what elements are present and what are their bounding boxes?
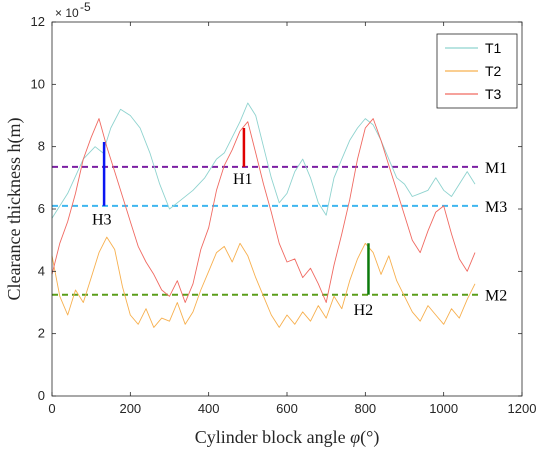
annotation-label-h2: H2 <box>354 302 374 319</box>
y-tick-label: 4 <box>38 263 45 278</box>
x-tick-label: 200 <box>119 401 141 416</box>
reference-label-m3: M3 <box>485 199 507 216</box>
x-tick-label: 800 <box>354 401 376 416</box>
annotation-label-h3: H3 <box>92 212 112 229</box>
y-axis-ticks: 0 2 4 6 8 10 12 <box>31 14 522 403</box>
legend: T1 T2 T3 <box>436 33 518 109</box>
x-axis-label-symbol: φ <box>350 427 360 447</box>
series-line-t3 <box>51 118 476 303</box>
x-tick-label: 0 <box>48 401 55 416</box>
y-exponent-power: -5 <box>80 0 91 14</box>
x-axis-ticks: 0 200 400 600 800 1000 1200 <box>48 22 536 416</box>
y-axis-label: Clearance thickness h(m) <box>4 118 25 301</box>
x-tick-label: 600 <box>276 401 298 416</box>
x-axis-label: Cylinder block angle φ(°) <box>195 427 380 448</box>
legend-label-t1: T1 <box>485 40 502 56</box>
series-line-t2 <box>51 236 476 328</box>
y-tick-label: 12 <box>31 14 45 29</box>
series-line-t1 <box>51 102 476 219</box>
x-axis-label-text: Cylinder block angle <box>195 427 350 447</box>
legend-label-t2: T2 <box>485 63 502 79</box>
x-tick-label: 400 <box>198 401 220 416</box>
reference-lines: M1 M3 M2 <box>52 160 507 305</box>
x-tick-label: 1000 <box>429 401 458 416</box>
series-group <box>51 102 476 328</box>
y-tick-label: 6 <box>38 201 45 216</box>
y-tick-label: 0 <box>38 388 45 403</box>
reference-label-m1: M1 <box>485 160 507 177</box>
y-tick-label: 2 <box>38 326 45 341</box>
y-tick-label: 10 <box>31 76 45 91</box>
annotation-label-h1: H1 <box>233 171 253 188</box>
y-tick-label: 8 <box>38 139 45 154</box>
reference-label-m2: M2 <box>485 288 507 305</box>
x-axis-label-unit: (°) <box>360 427 379 448</box>
y-exponent-base: × 10 <box>55 6 79 20</box>
x-tick-label: 1200 <box>508 401 537 416</box>
legend-label-t3: T3 <box>485 86 502 102</box>
annotation-bars: H1 H2 H3 <box>92 127 374 319</box>
